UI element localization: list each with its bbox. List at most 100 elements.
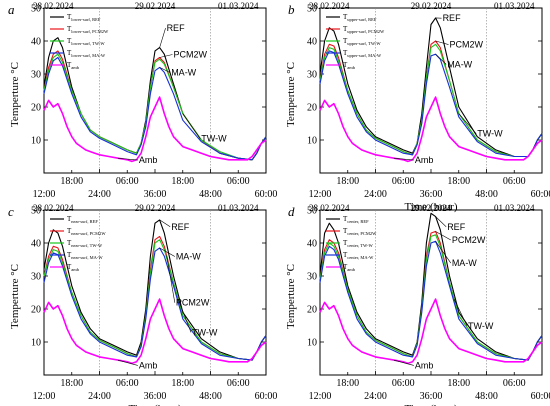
annotation-label: Amb xyxy=(139,360,158,370)
y-tick-label: 40 xyxy=(307,37,317,48)
legend-entry: Tamb xyxy=(67,263,80,272)
legend-entry: Tlower-surf, PCM2W xyxy=(67,25,109,35)
annotation-label: Amb xyxy=(139,155,158,165)
y-tick-label: 50 xyxy=(31,206,41,217)
legend-main: T xyxy=(343,239,348,247)
y-tick-label: 50 xyxy=(307,4,317,15)
x-tick-label: 06:00 xyxy=(392,378,415,389)
x-tick-label: 24:00 xyxy=(88,189,111,200)
annotation-leader xyxy=(453,298,468,326)
x-tick-label: 06:00 xyxy=(227,378,250,389)
panel-label: a xyxy=(8,2,15,17)
y-tick-label: 10 xyxy=(31,338,41,349)
y-tick-label: 40 xyxy=(31,37,41,48)
y-tick-label: 50 xyxy=(31,4,41,15)
annotation-label: REF xyxy=(447,222,466,232)
legend-main: T xyxy=(67,215,72,223)
annotation-label: PCM2W xyxy=(176,298,210,308)
x-tick-label: 06:00 xyxy=(503,378,526,389)
legend-sub: center, REF xyxy=(347,219,369,225)
y-tick-label: 30 xyxy=(307,70,317,81)
legend-main: T xyxy=(67,25,72,33)
x-tick-label: 18:00 xyxy=(447,378,470,389)
y-tick-label: 30 xyxy=(31,272,41,283)
panel-label: b xyxy=(288,2,295,17)
annotation-leader xyxy=(117,157,138,161)
date-label: 01.03.2024 xyxy=(494,203,535,213)
x-tick-label: 12:00 xyxy=(33,189,56,200)
legend-sub: center, MA-W xyxy=(347,255,374,261)
date-label: 28.02.2024 xyxy=(309,1,350,11)
annotation-label: REF xyxy=(443,13,462,23)
legend-entry: Tamb xyxy=(343,263,356,272)
x-tick-label: 18:00 xyxy=(171,378,194,389)
x-tick-label: 06:00 xyxy=(503,176,526,187)
panel-c: 28.02.2024 29.02.2024 01.03.2024 10 20 30 40 50… xyxy=(8,203,277,406)
series-line-amb xyxy=(319,298,543,365)
annotation-leader xyxy=(435,241,452,264)
legend-entry: Tupper-surf, PCM2W xyxy=(343,25,385,35)
x-tick-label: 06:00 xyxy=(116,378,139,389)
panel-b: 28.02.2024 29.02.2024 01.03.2024 10 20 30 40 50… xyxy=(285,1,550,213)
legend-sub: upper-surf, TW-W xyxy=(347,41,381,47)
panel-label: d xyxy=(288,204,295,219)
legend-sub: amb xyxy=(347,65,355,70)
x-tick-label: 06:00 xyxy=(227,176,250,187)
annotation-leader xyxy=(159,28,166,48)
legend-entry: Tamb xyxy=(67,61,80,70)
annotation-leader xyxy=(166,255,176,303)
x-tick-label: 18:00 xyxy=(171,176,194,187)
x-tick-label: 18:00 xyxy=(336,378,359,389)
date-label: 29.02.2024 xyxy=(135,203,176,213)
x-axis-label: Time (hour) xyxy=(128,403,181,406)
legend-main: T xyxy=(343,49,348,57)
x-tick-label: 24:00 xyxy=(364,189,387,200)
y-tick-label: 20 xyxy=(31,103,41,114)
legend-sub: upper-surf, MA-W xyxy=(347,53,382,59)
panel-a: 28.02.2024 29.02.2024 01.03.2024 10 20 30 40 50… xyxy=(8,1,277,200)
date-label: 28.02.2024 xyxy=(33,1,74,11)
y-axis-label: Temperture °C xyxy=(9,264,21,329)
series-line-amb xyxy=(319,96,543,163)
legend-sub: upper-surf, REF xyxy=(347,17,377,23)
annotation-leader xyxy=(435,53,447,65)
x-tick-label: 24:00 xyxy=(88,391,111,402)
x-tick-label: 24:00 xyxy=(364,391,387,402)
legend-main: T xyxy=(343,227,348,235)
x-tick-label: 36:00 xyxy=(420,391,443,402)
annotation-label: TW-W xyxy=(468,321,494,331)
legend-main: T xyxy=(343,215,348,223)
legend-main: T xyxy=(343,61,348,69)
x-tick-label: 48:00 xyxy=(199,189,222,200)
date-label: 29.02.2024 xyxy=(411,203,452,213)
x-tick-label: 12:00 xyxy=(309,189,332,200)
y-tick-label: 30 xyxy=(307,272,317,283)
annotation-leader xyxy=(159,67,171,73)
legend-main: T xyxy=(67,239,72,247)
annotation-label: PCM2W xyxy=(452,235,486,245)
legend-entry: Tcenter, TW-W xyxy=(343,239,374,249)
date-label: 01.03.2024 xyxy=(218,1,259,11)
y-axis-label: Temperture °C xyxy=(9,62,21,127)
series-line-ma-w xyxy=(319,240,543,361)
y-tick-label: 40 xyxy=(307,239,317,250)
legend-sub: amb xyxy=(347,267,355,272)
annotation-label: MA-W xyxy=(447,59,472,69)
annotation-label: TW-W xyxy=(201,134,227,144)
y-tick-label: 50 xyxy=(307,206,317,217)
x-tick-label: 60:00 xyxy=(531,189,550,200)
x-tick-label: 12:00 xyxy=(33,391,56,402)
annotation-leader xyxy=(435,216,447,228)
y-tick-label: 40 xyxy=(31,239,41,250)
annotation-leader xyxy=(159,219,171,228)
x-axis-label: Time (hour) xyxy=(404,403,457,406)
y-tick-label: 10 xyxy=(307,338,317,349)
annotation-leader xyxy=(159,247,175,257)
series-line-ma-w xyxy=(43,247,267,361)
annotation-leader xyxy=(182,113,201,139)
y-tick-label: 20 xyxy=(307,103,317,114)
legend-entry: Tnear-surf, REF xyxy=(67,215,98,225)
legend-entry: Tupper-surf, REF xyxy=(343,13,377,23)
series-line-amb xyxy=(43,298,267,365)
legend-sub: lower-surf, REF xyxy=(71,17,101,23)
